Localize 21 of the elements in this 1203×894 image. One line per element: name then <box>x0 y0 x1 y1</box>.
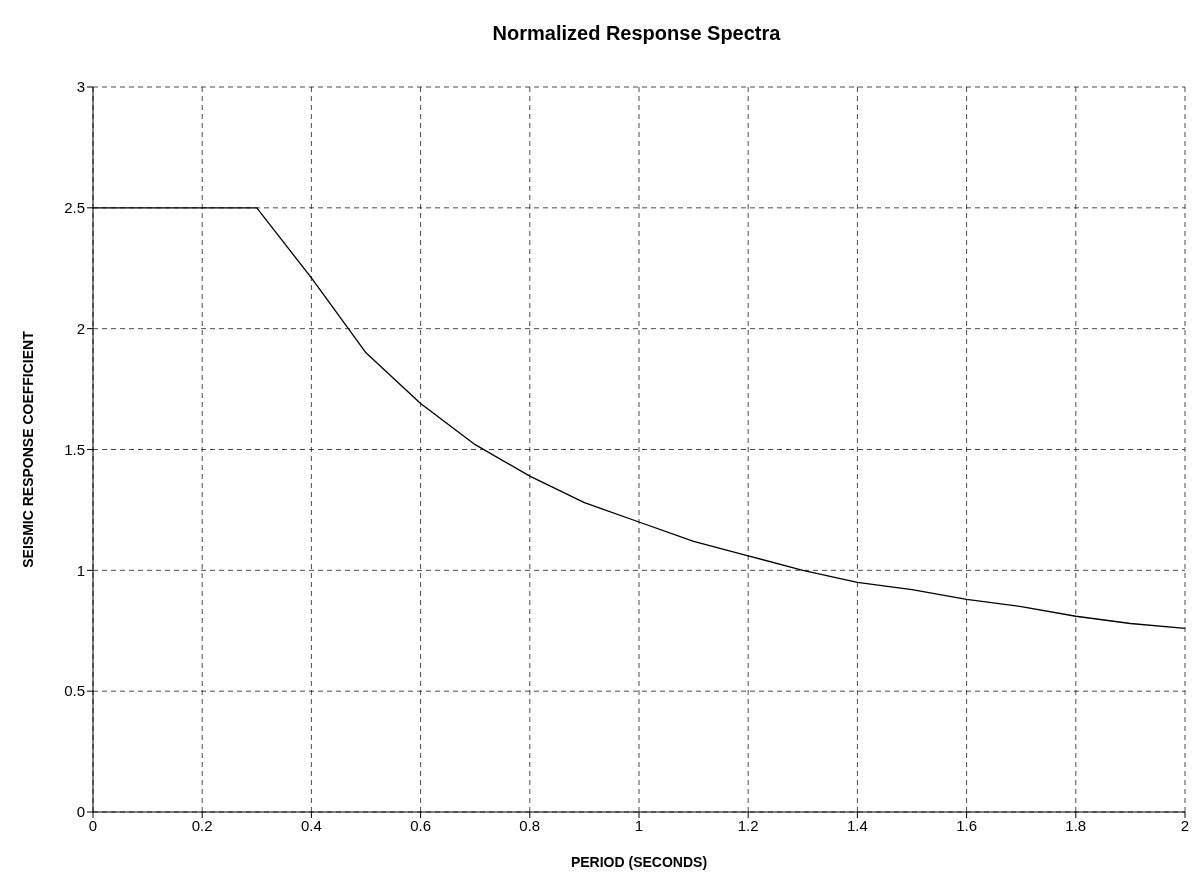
y-axis-title: SEISMIC RESPONSE COEFFICIENT <box>19 330 36 568</box>
chart-title: Normalized Response Spectra <box>491 21 782 46</box>
x-tick-label: 1.8 <box>1065 816 1087 834</box>
y-tick-label: 0.5 <box>64 682 85 700</box>
x-axis-title: PERIOD (SECONDS) <box>570 854 708 870</box>
y-tick-label: 2.5 <box>64 199 85 217</box>
x-tick-label: 0.2 <box>191 816 213 834</box>
x-tick-label: 1.4 <box>846 816 868 834</box>
y-tick-label: 0 <box>76 803 85 821</box>
y-tick-label: 3 <box>76 78 85 96</box>
y-tick-label: 1 <box>76 561 85 579</box>
x-tick-label: 2 <box>1180 816 1190 834</box>
x-tick-label: 0.8 <box>519 816 541 834</box>
x-tick-label: 1 <box>634 816 644 834</box>
y-tick-label: 1.5 <box>64 440 85 458</box>
x-tick-label: 0.4 <box>300 816 322 834</box>
y-tick-label: 2 <box>76 319 85 337</box>
x-tick-label: 1.2 <box>737 816 759 834</box>
x-tick-label: 0.6 <box>410 816 432 834</box>
x-tick-label: 0 <box>88 816 98 834</box>
x-tick-label: 1.6 <box>956 816 978 834</box>
